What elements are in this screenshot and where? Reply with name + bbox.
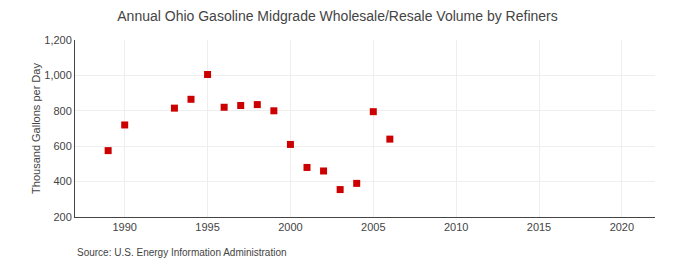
- svg-text:2000: 2000: [278, 221, 302, 233]
- svg-text:2010: 2010: [444, 221, 468, 233]
- svg-text:2020: 2020: [610, 221, 634, 233]
- svg-text:Source: U.S. Energy Informatio: Source: U.S. Energy Information Administ…: [77, 247, 287, 258]
- svg-text:2015: 2015: [527, 221, 551, 233]
- svg-text:1,000: 1,000: [44, 69, 72, 81]
- svg-text:2005: 2005: [361, 221, 385, 233]
- svg-text:1995: 1995: [195, 221, 219, 233]
- svg-text:600: 600: [53, 140, 71, 152]
- svg-text:Thousand Gallons per Day: Thousand Gallons per Day: [30, 63, 42, 194]
- svg-text:800: 800: [53, 105, 71, 117]
- svg-text:400: 400: [53, 175, 71, 187]
- svg-text:Annual Ohio Gasoline Midgrade: Annual Ohio Gasoline Midgrade Wholesale/…: [117, 8, 557, 24]
- svg-text:200: 200: [53, 211, 71, 223]
- svg-text:1,200: 1,200: [44, 34, 72, 46]
- svg-text:1990: 1990: [112, 221, 136, 233]
